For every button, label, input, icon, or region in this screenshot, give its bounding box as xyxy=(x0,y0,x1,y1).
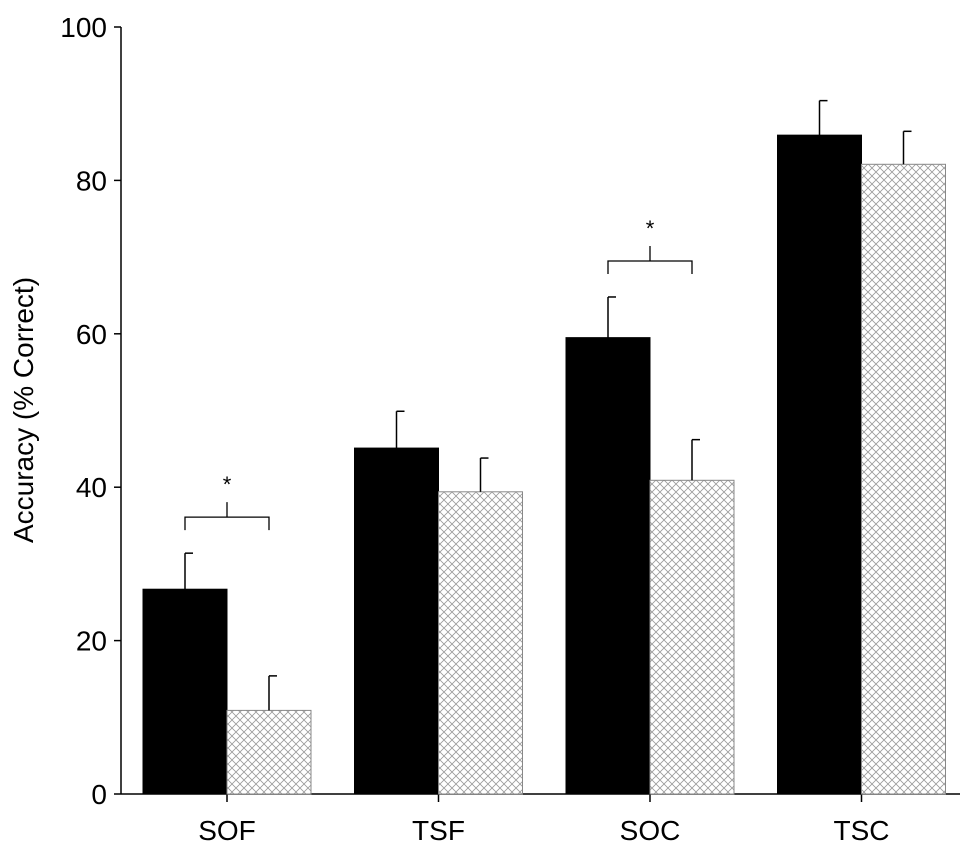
significance-star: * xyxy=(646,216,655,241)
bar-solid-SOF xyxy=(142,588,228,795)
bar-solid-SOC xyxy=(565,337,651,795)
x-tick-label: SOF xyxy=(198,815,256,846)
bar-hatched-TSF xyxy=(438,491,523,795)
x-tick-label: TSF xyxy=(412,815,465,846)
bars: ** xyxy=(142,99,946,795)
significance-bracket xyxy=(607,245,693,274)
x-tick-label: TSC xyxy=(834,815,890,846)
y-tick-label: 40 xyxy=(76,472,107,503)
axes: 0 20 40 60 80 100 SOF TSF SOC TSC xyxy=(60,12,960,846)
y-tick-label: 20 xyxy=(76,626,107,657)
y-tick-label: 0 xyxy=(91,779,107,810)
bar-hatched-SOC xyxy=(649,479,735,795)
y-tick-label: 100 xyxy=(60,12,107,43)
y-tick-label: 80 xyxy=(76,165,107,196)
bar-solid-TSC xyxy=(777,134,862,795)
bar-hatched-TSC xyxy=(861,163,946,795)
y-tick-label: 60 xyxy=(76,319,107,350)
bar-solid-TSF xyxy=(354,447,439,795)
bar-hatched-SOF xyxy=(226,709,312,795)
x-tick-label: SOC xyxy=(620,815,681,846)
significance-star: * xyxy=(223,472,232,497)
significance-bracket xyxy=(184,502,270,531)
y-axis-label: Accuracy (% Correct) xyxy=(8,277,39,543)
